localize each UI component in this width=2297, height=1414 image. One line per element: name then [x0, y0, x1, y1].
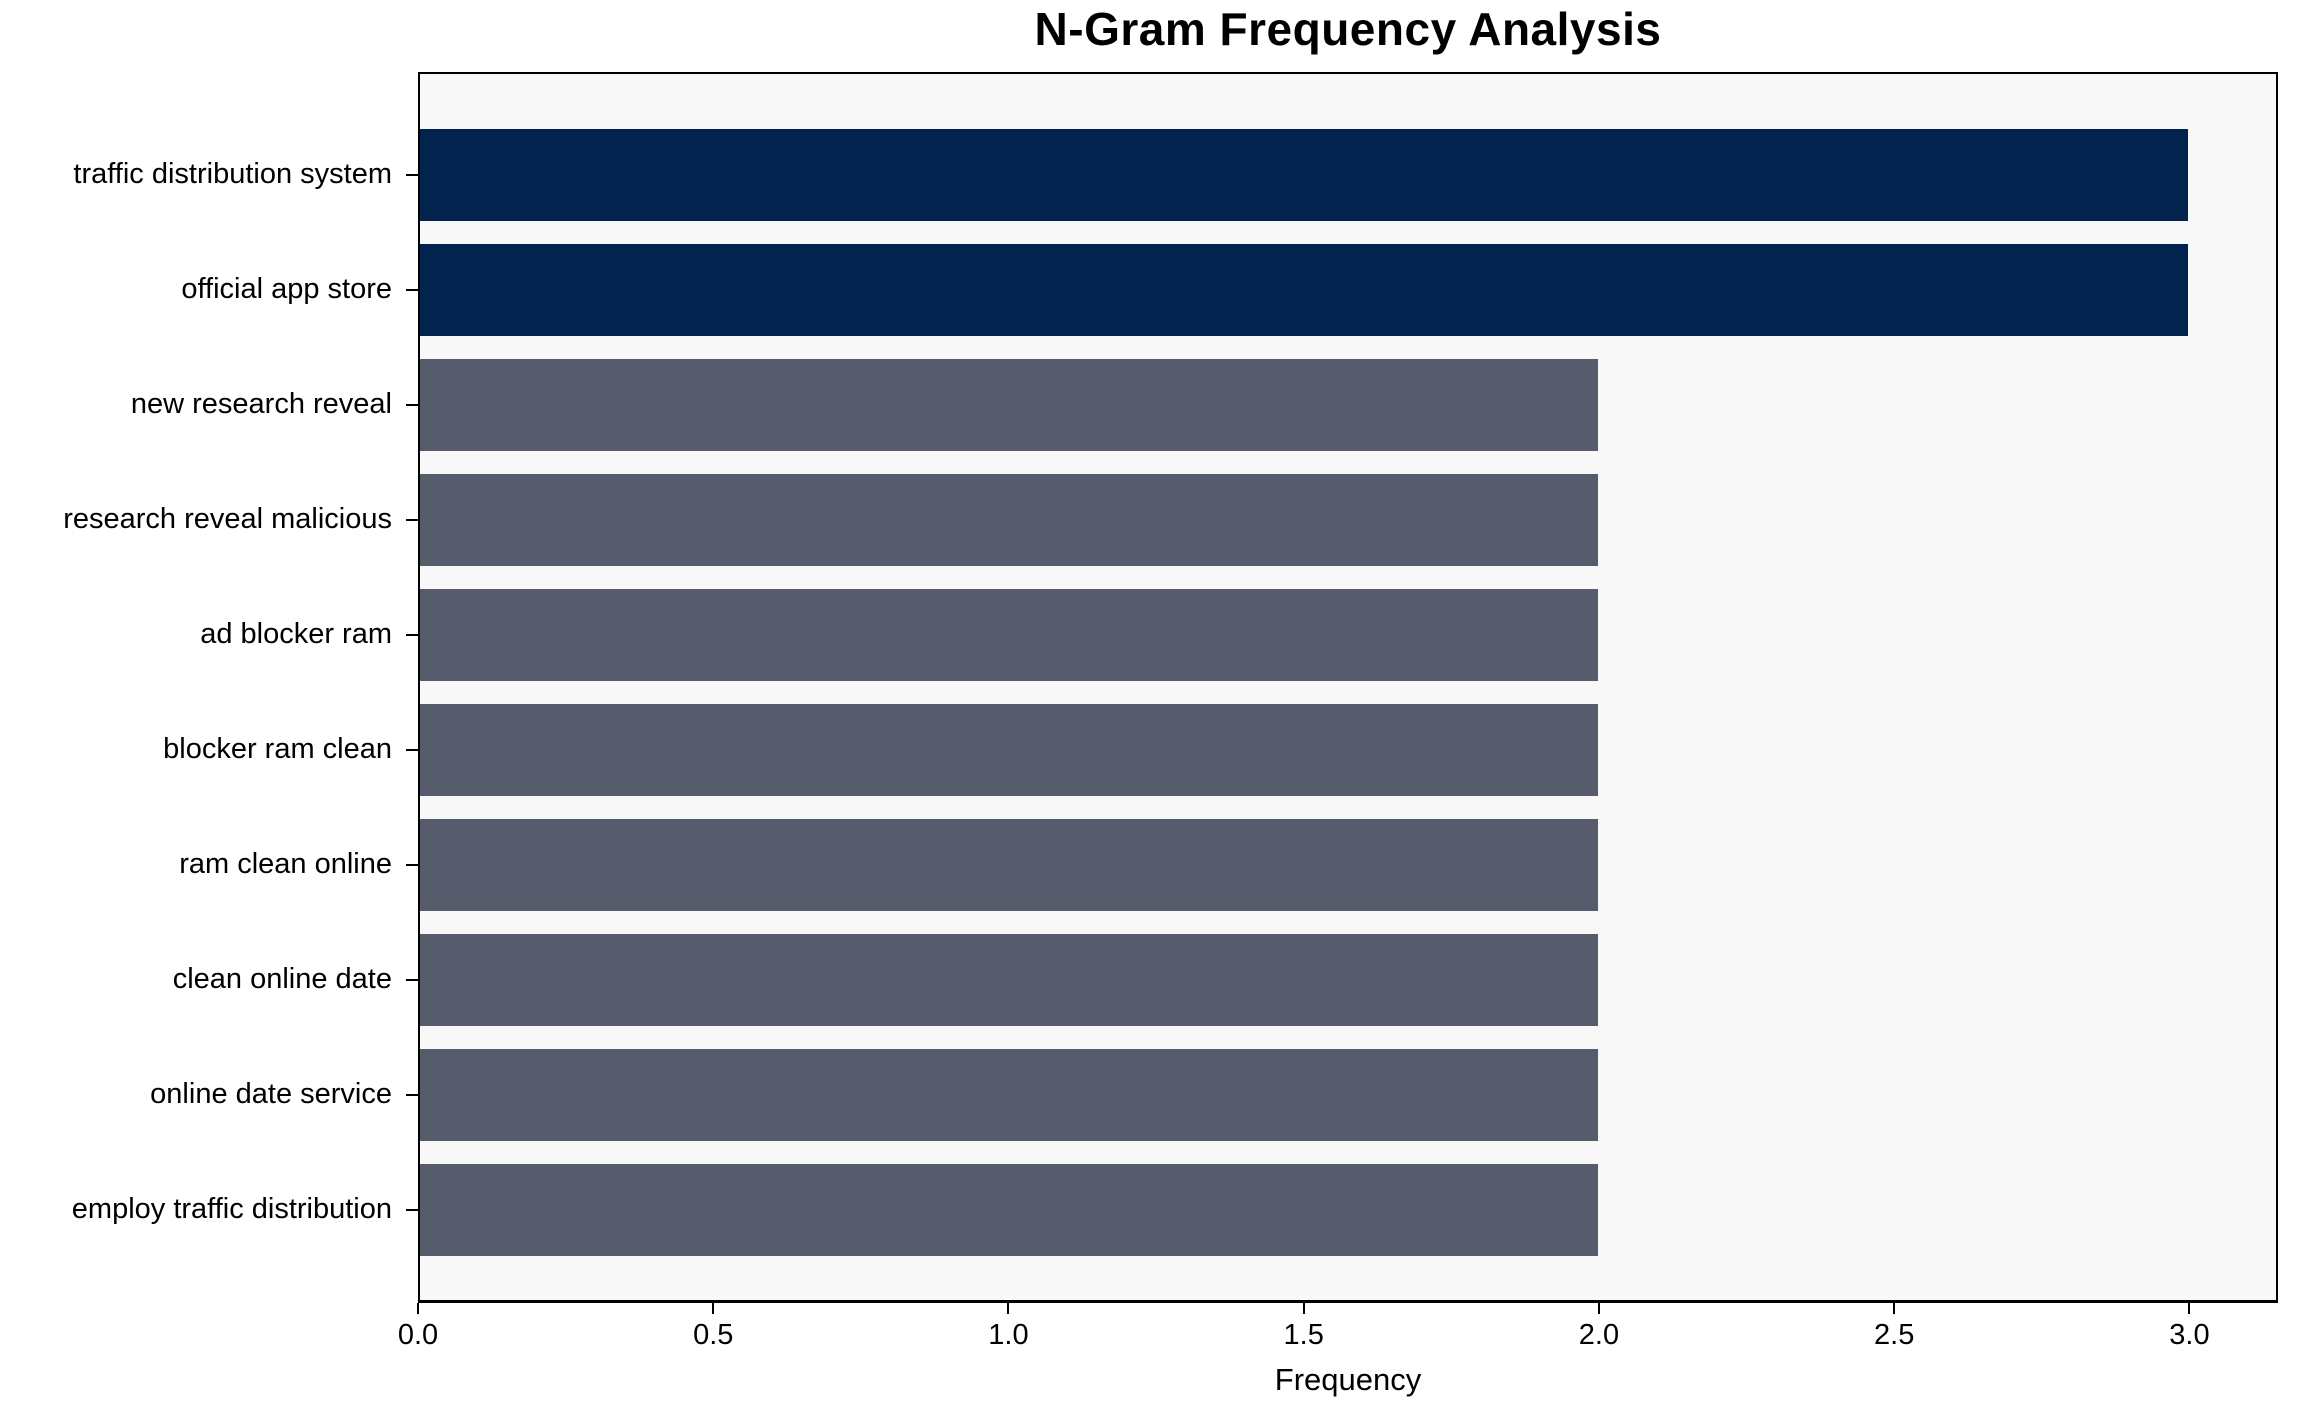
bar-1: [420, 243, 2188, 336]
x-axis-label: Frequency: [1274, 1362, 1422, 1397]
bar-row: [420, 1037, 2276, 1152]
y-tick-row: [406, 232, 418, 347]
y-tick-row: [406, 462, 418, 577]
x-tick-label: 0.5: [693, 1319, 734, 1351]
y-axis-label: research reveal malicious: [63, 503, 392, 535]
y-axis-label: employ traffic distribution: [71, 1193, 392, 1225]
plot-area: [418, 72, 2278, 1303]
y-tick-mark: [406, 748, 418, 751]
bar-row: [420, 577, 2276, 692]
y-axis-label: ad blocker ram: [200, 618, 392, 650]
x-tick-mark: [1597, 1303, 1600, 1314]
x-tick-label: 2.5: [1874, 1319, 1915, 1351]
y-tick-mark: [406, 173, 418, 176]
bar-3: [420, 473, 1599, 566]
x-tick-label: 2.0: [1578, 1319, 1620, 1351]
x-axis: 0.0 0.5 1.0 1.5 2.0 2.5 3.0: [398, 1303, 2278, 1373]
y-axis-label: official app store: [181, 273, 392, 305]
y-tick-mark: [406, 978, 418, 981]
bar-9: [420, 1163, 1599, 1256]
chart-title: N-Gram Frequency Analysis: [1034, 3, 1662, 55]
y-tick-row: [406, 577, 418, 692]
bar-5: [420, 703, 1599, 796]
bar-6: [420, 818, 1599, 911]
bar-2: [420, 358, 1599, 451]
y-axis-label: new research reveal: [130, 388, 392, 420]
x-tick-label: 1.0: [988, 1319, 1029, 1351]
y-tick-row: [406, 922, 418, 1037]
y-tick-row: [406, 1152, 418, 1267]
bar-row: [420, 807, 2276, 922]
y-tick-row: [406, 117, 418, 232]
x-tick-mark: [712, 1303, 715, 1314]
y-tick-row: [406, 692, 418, 807]
bar-8: [420, 1048, 1599, 1141]
x-tick-mark: [1893, 1303, 1896, 1314]
x-tick-mark: [417, 1303, 419, 1314]
y-tick-mark: [406, 288, 418, 291]
bar-0: [420, 128, 2188, 221]
bar-7: [420, 933, 1599, 1026]
y-axis-label: ram clean online: [179, 848, 392, 880]
x-tick-label: 3.0: [2169, 1319, 2210, 1351]
y-axis-ticks: [406, 74, 418, 1267]
bar-row: [420, 347, 2276, 462]
y-axis-label: online date service: [150, 1078, 392, 1110]
bar-row: [420, 1152, 2276, 1267]
y-tick-mark: [406, 1093, 418, 1096]
y-tick-mark: [406, 518, 418, 521]
bar-row: [420, 462, 2276, 577]
y-axis-label: traffic distribution system: [73, 158, 392, 190]
x-tick-mark: [1007, 1303, 1010, 1314]
bar-row: [420, 922, 2276, 1037]
x-tick-label: 0.0: [397, 1319, 439, 1351]
y-tick-mark: [406, 403, 418, 406]
y-tick-row: [406, 1037, 418, 1152]
bar-4: [420, 588, 1599, 681]
x-tick-mark: [2188, 1303, 2191, 1314]
y-tick-mark: [406, 863, 418, 866]
y-tick-mark: [406, 633, 418, 636]
bar-row: [420, 232, 2276, 347]
y-axis-label: clean online date: [172, 963, 392, 995]
y-axis-label: blocker ram clean: [163, 733, 392, 765]
x-tick-label: 1.5: [1283, 1319, 1324, 1351]
y-axis-labels: traffic distribution system official app …: [0, 74, 392, 1267]
bar-row: [420, 117, 2276, 232]
bar-row: [420, 692, 2276, 807]
y-tick-row: [406, 347, 418, 462]
y-tick-row: [406, 807, 418, 922]
x-tick-mark: [1302, 1303, 1305, 1314]
y-tick-mark: [406, 1208, 418, 1211]
